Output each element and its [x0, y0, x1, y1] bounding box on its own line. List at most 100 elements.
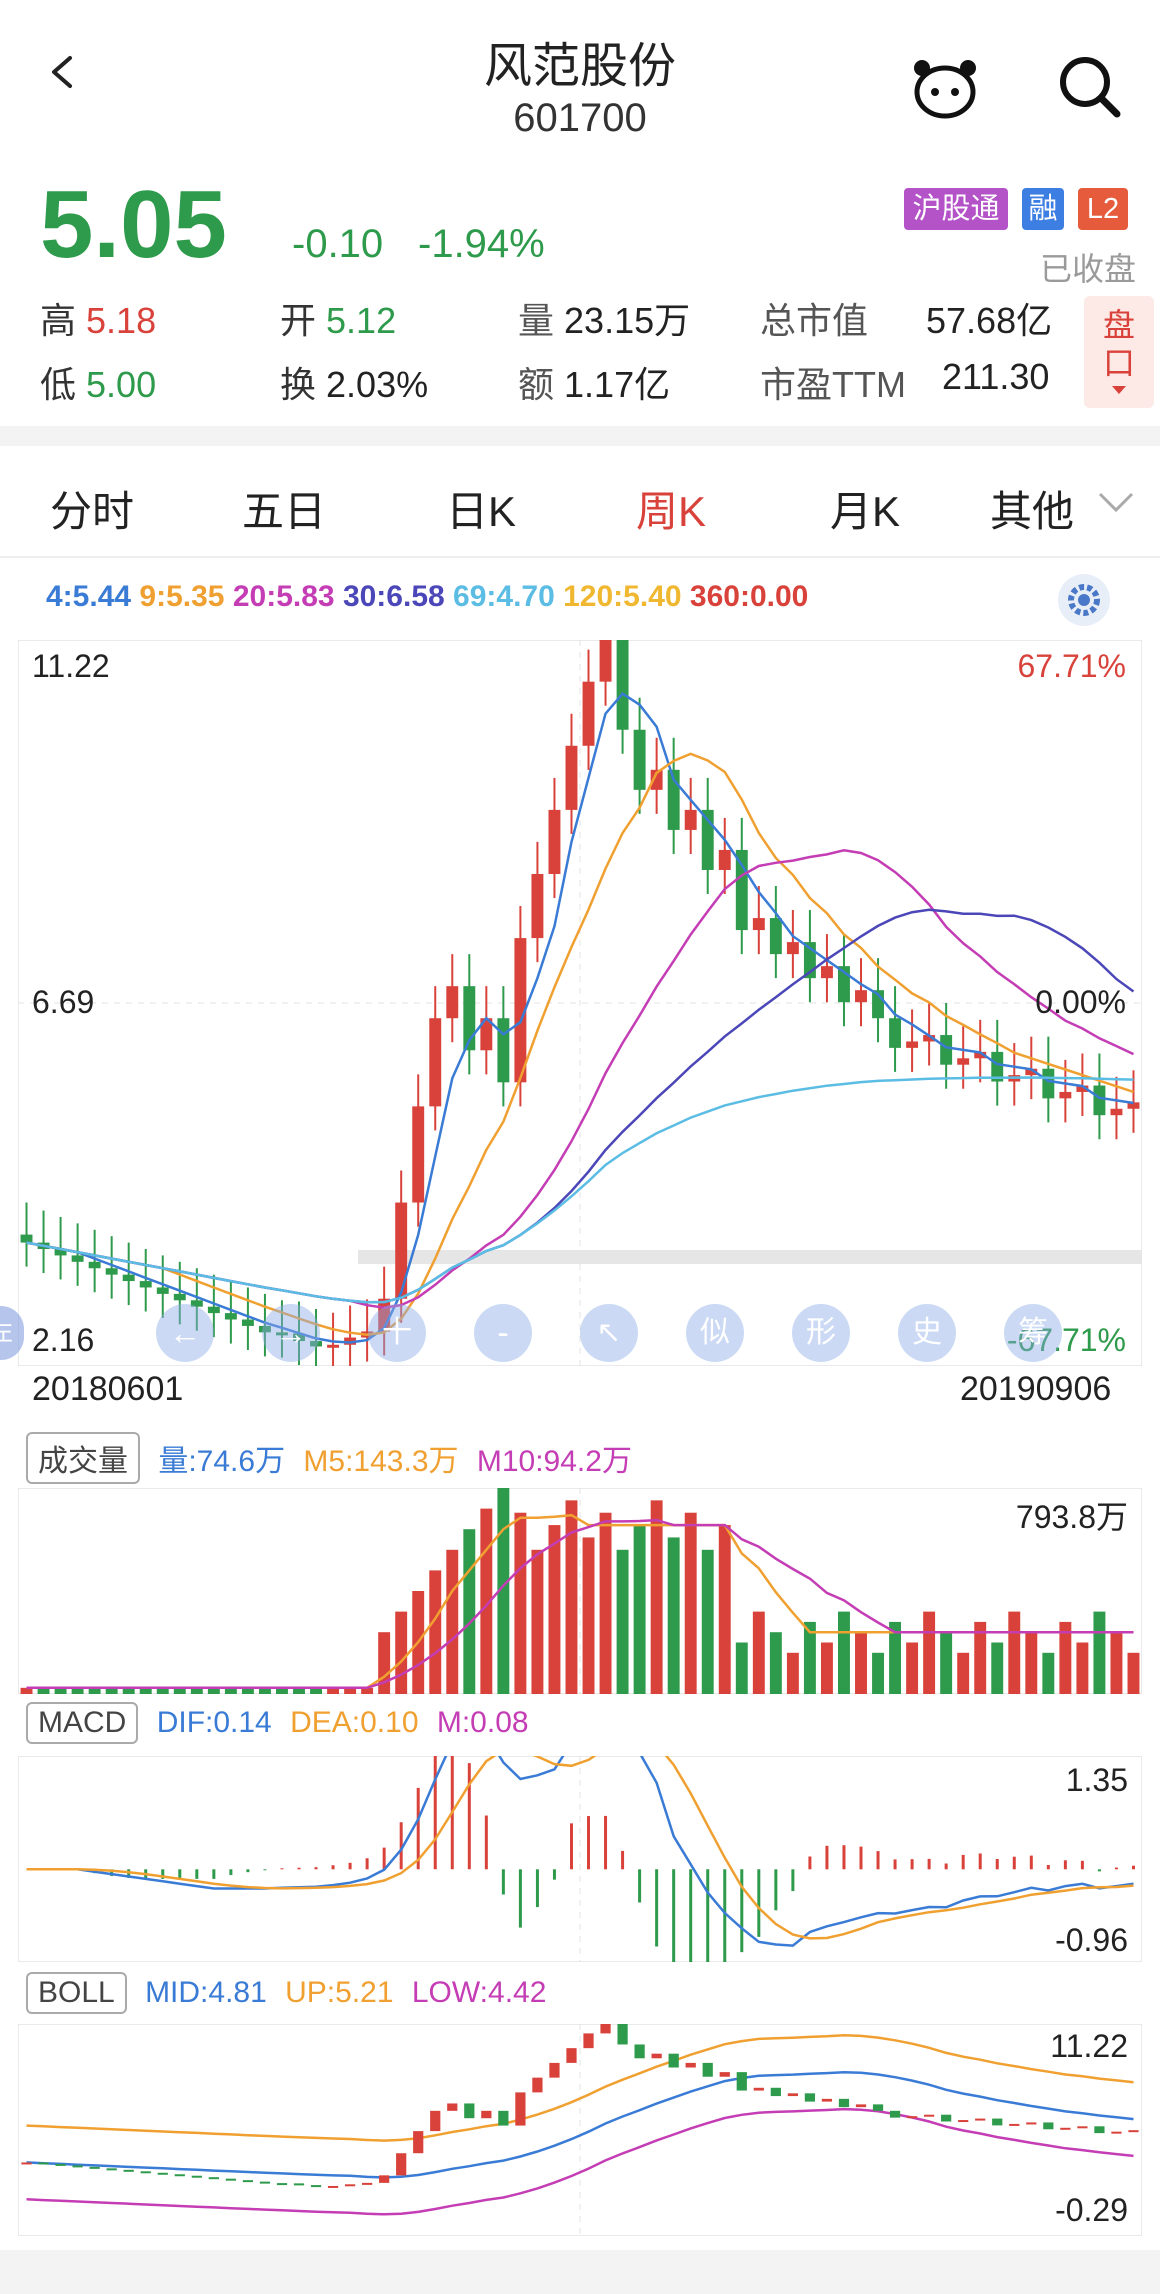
boll-candle	[906, 2116, 918, 2119]
toolbar-collapse-button[interactable]: 左	[0, 1306, 24, 1360]
boll-candle	[447, 2103, 458, 2111]
candle-body	[156, 1287, 169, 1294]
boll-candle	[430, 2110, 441, 2132]
candle-body	[752, 918, 765, 931]
boll-candle	[259, 2181, 271, 2184]
volume-bar	[872, 1652, 884, 1694]
kline-mid-label: 6.69	[32, 984, 95, 1020]
volume-bar	[582, 1537, 595, 1694]
current-price: 5.05	[40, 171, 227, 278]
candle-body	[327, 1344, 340, 1348]
toolbar-left-button[interactable]: ←	[156, 1304, 214, 1362]
macd-min-label: -0.96	[1055, 1922, 1128, 1958]
volume-bar	[769, 1632, 782, 1694]
boll-candle	[549, 2062, 560, 2078]
date-start: 20180601	[32, 1370, 184, 1408]
macd-chart[interactable]: 1.35 -0.96	[18, 1756, 1142, 1962]
chart-settings-button[interactable]	[1058, 574, 1110, 626]
kline-chart[interactable]: 11.22 6.69 2.16 67.71% 0.00% -67.71%	[18, 640, 1142, 1366]
toolbar-pattern-button[interactable]: 形	[792, 1304, 850, 1362]
boll-candle	[1094, 2126, 1105, 2134]
boll-max-label: 11.22	[1050, 2028, 1128, 2064]
tab-yuek[interactable]: 月K	[830, 488, 901, 535]
candle-body	[991, 1051, 1004, 1082]
boll-low-line	[26, 2107, 1134, 2216]
boll-candle	[225, 2178, 236, 2181]
stat-turnover: 换 2.03%	[280, 364, 429, 405]
toolbar-zoom-out-button[interactable]: -	[474, 1304, 532, 1362]
candle-body	[1076, 1085, 1089, 1092]
boll-candle	[515, 2092, 526, 2126]
volume-bar	[361, 1687, 374, 1694]
mascot-button[interactable]	[910, 56, 980, 120]
candle-body	[173, 1293, 186, 1301]
pankou-button[interactable]: 盘口	[1084, 296, 1154, 408]
volume-bar	[752, 1611, 765, 1694]
candle-body	[786, 942, 799, 955]
toolbar-chips-button[interactable]: 筹	[1004, 1304, 1062, 1362]
boll-candle	[242, 2180, 254, 2183]
back-button[interactable]	[40, 50, 84, 94]
boll-candle	[38, 2162, 49, 2165]
boll-mid: MID:4.81	[145, 1976, 267, 2009]
price-change-pct: -1.94%	[418, 222, 545, 266]
volume-bar	[633, 1525, 646, 1694]
volume-m5: M5:143.3万	[303, 1445, 459, 1478]
boll-low: LOW:4.42	[411, 1976, 547, 2009]
volume-tag[interactable]: 成交量	[26, 1432, 140, 1484]
candle-body	[684, 809, 697, 830]
candle-body	[514, 938, 527, 1083]
l2-badge: L2	[1078, 188, 1128, 230]
macd-tag[interactable]: MACD	[26, 1702, 139, 1744]
toolbar-similar-button[interactable]: 似	[686, 1304, 744, 1362]
toolbar-history-button[interactable]: 史	[898, 1304, 956, 1362]
candle-body	[1042, 1068, 1055, 1099]
tab-other-label: 其他	[990, 488, 1075, 535]
volume-bar	[957, 1652, 970, 1694]
candle-body	[429, 1018, 442, 1107]
tab-rik[interactable]: 日K	[446, 488, 517, 535]
candle-body	[1025, 1068, 1038, 1076]
volume-bar	[190, 1687, 203, 1694]
toolbar-fullscreen-button[interactable]: ↖	[580, 1304, 638, 1362]
tab-fenshi[interactable]: 分时	[50, 488, 135, 535]
candle-body	[940, 1035, 953, 1065]
volume-bar	[395, 1611, 408, 1694]
volume-bar	[378, 1632, 391, 1694]
boll-candle	[617, 2024, 628, 2045]
tab-wuri[interactable]: 五日	[242, 488, 327, 535]
boll-candle	[55, 2163, 66, 2166]
boll-chart[interactable]: 11.22 -0.29	[18, 2024, 1142, 2236]
candle-body	[122, 1274, 135, 1282]
tab-zhouk[interactable]: 周K	[636, 488, 707, 535]
tab-other[interactable]: 其他	[990, 478, 1134, 539]
boll-candle	[532, 2077, 543, 2093]
toolbar-right-button[interactable]: →	[262, 1304, 320, 1362]
boll-candle	[855, 2104, 867, 2108]
volume-bar	[310, 1687, 322, 1694]
volume-bar	[327, 1687, 340, 1694]
macd-dif: DIF:0.14	[156, 1706, 272, 1739]
ma69-line	[26, 1076, 1134, 1304]
candle-body	[923, 1035, 936, 1042]
volume-bar	[429, 1570, 442, 1694]
boll-candle	[327, 2185, 339, 2188]
panel-frame	[18, 1756, 1142, 1962]
candle-body	[565, 745, 578, 810]
volume-bar	[838, 1611, 850, 1694]
toolbar-crosshair-button[interactable]: 十	[368, 1304, 426, 1362]
volume-bar	[71, 1687, 84, 1694]
stat-amount: 额 1.17亿	[518, 364, 671, 405]
boll-candle	[362, 2182, 373, 2185]
search-button[interactable]	[1055, 52, 1125, 122]
stat-pe: 市盈TTM 211.30	[760, 356, 1050, 405]
volume-bar	[122, 1687, 135, 1694]
volume-bar	[20, 1687, 33, 1694]
boll-candle	[1026, 2122, 1037, 2125]
volume-bar	[940, 1632, 953, 1694]
volume-chart[interactable]: 793.8万	[18, 1488, 1142, 1694]
boll-tag[interactable]: BOLL	[26, 1972, 127, 2014]
candle-body	[1110, 1108, 1123, 1116]
boll-candle	[174, 2174, 185, 2177]
volume-bar	[207, 1687, 220, 1694]
